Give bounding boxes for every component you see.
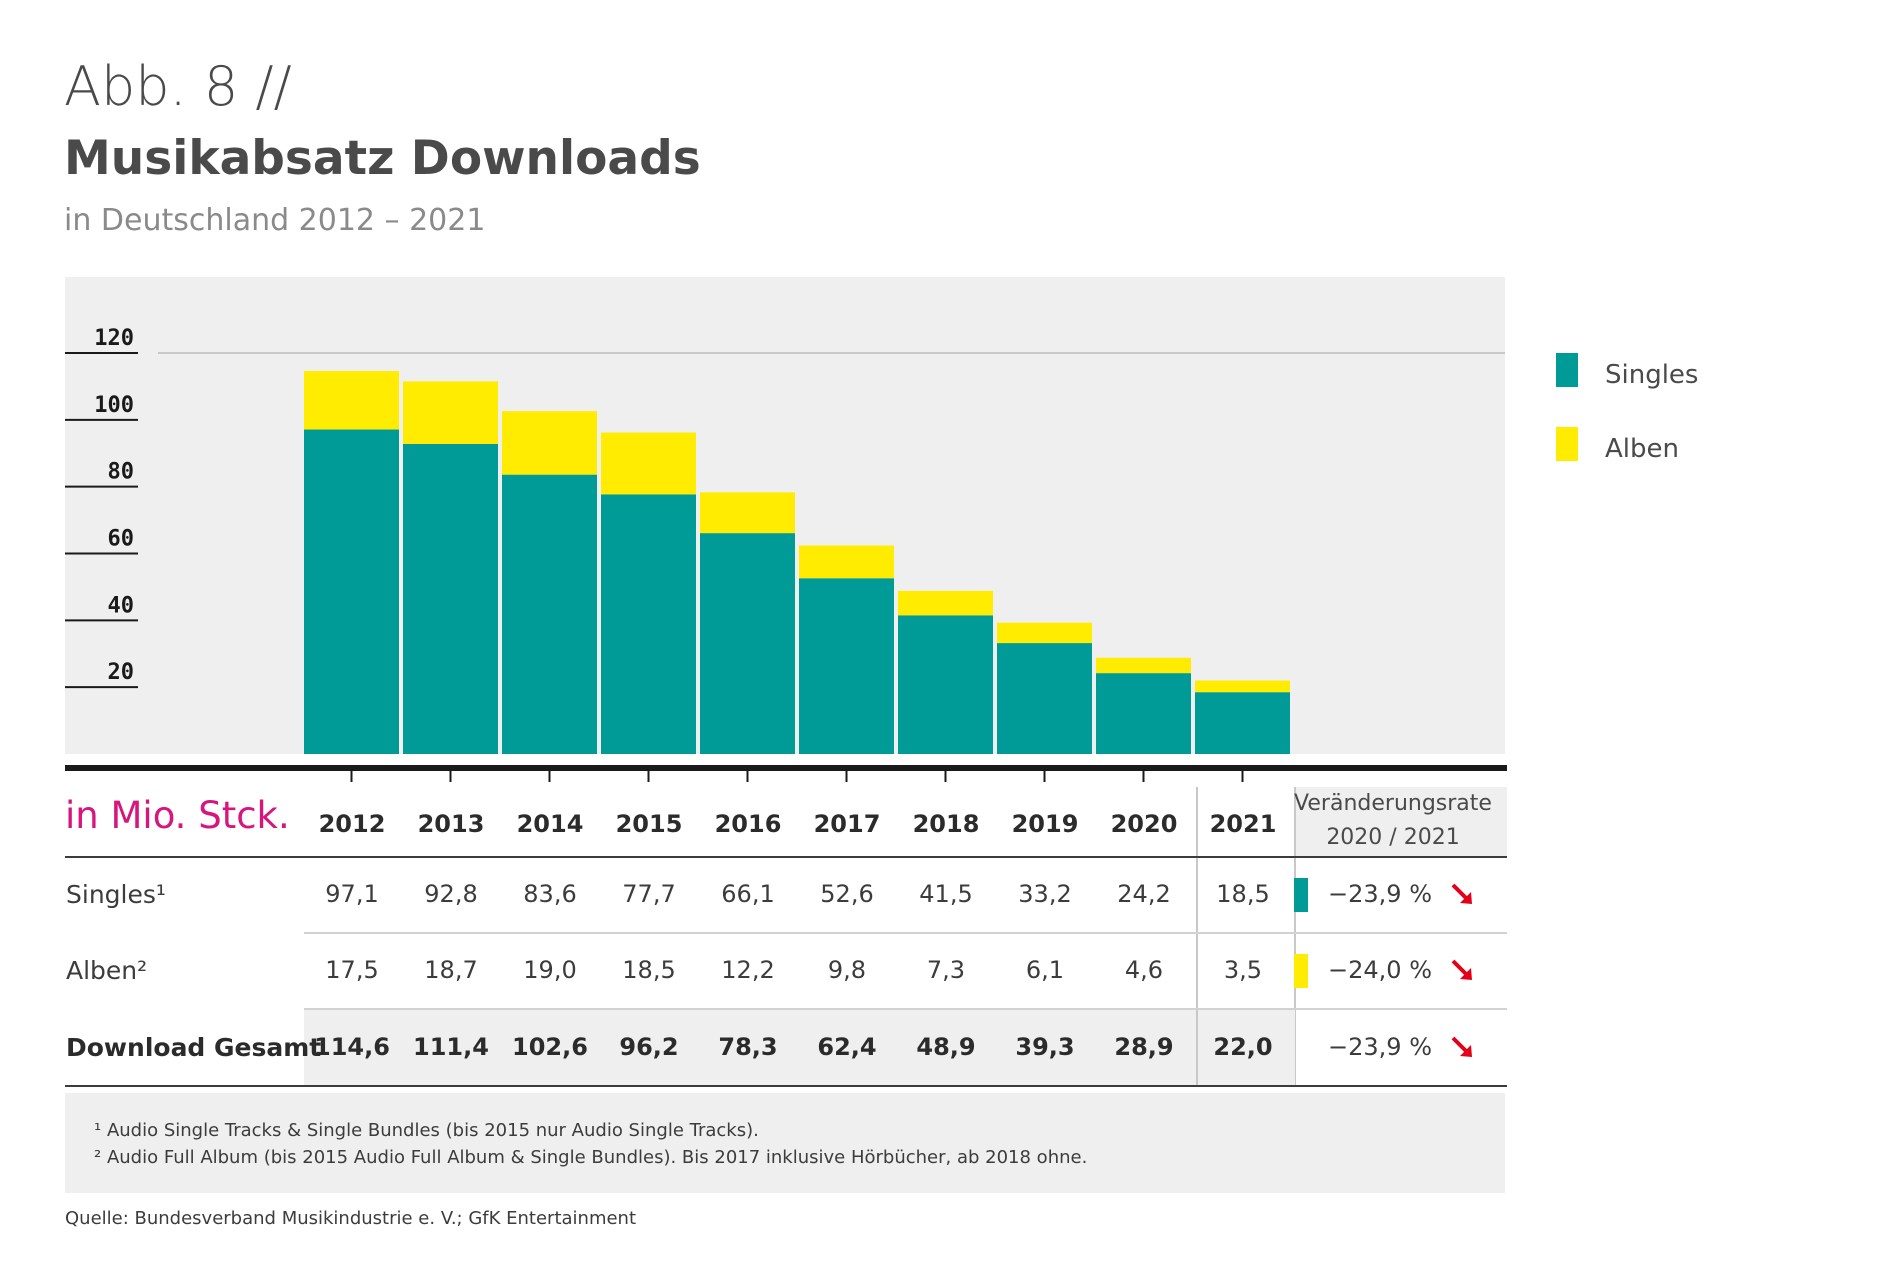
table-cell: 6,1: [1025, 956, 1065, 984]
bar-singles-2017: [799, 578, 894, 754]
rate-marker-singles: [1294, 878, 1308, 912]
rate-marker-alben: [1294, 954, 1308, 988]
legend-swatch-singles: [1556, 353, 1578, 387]
table-cell: 28,9: [1114, 1033, 1174, 1061]
year-header-2015: 2015: [615, 810, 683, 838]
bar-singles-2019: [997, 643, 1092, 754]
footnote-2: ² Audio Full Album (bis 2015 Audio Full …: [94, 1147, 1088, 1168]
y-axis: 120 100 80 60 40 20: [65, 326, 138, 689]
footnote-box: [65, 1093, 1505, 1193]
table-cell: 66,1: [721, 880, 775, 908]
rate-header-line1: Veränderungsrate: [1294, 791, 1492, 816]
year-header-2018: 2018: [912, 810, 980, 838]
year-header-2016: 2016: [714, 810, 782, 838]
bar-singles-2020: [1096, 673, 1191, 754]
bar-alben-2015: [601, 432, 696, 495]
table-cell: 18,5: [1216, 880, 1270, 908]
bar-singles-2012: [304, 429, 399, 754]
row-label-alben: Alben²: [66, 956, 148, 985]
table-cell: 19,0: [523, 956, 577, 984]
year-header-2020: 2020: [1110, 810, 1178, 838]
y-tick-label: 20: [108, 660, 135, 685]
bar-alben-2018: [898, 590, 993, 616]
legend-label-singles: Singles: [1605, 360, 1699, 390]
bar-alben-2017: [799, 545, 894, 579]
bar-singles-2021: [1195, 692, 1290, 754]
table-cell: 114,6: [314, 1033, 390, 1061]
year-header-2012: 2012: [318, 810, 386, 838]
chart-title: Musikabsatz Downloads: [64, 131, 701, 186]
table-cell: 24,2: [1117, 880, 1171, 908]
rate-value-total: −23,9 %: [1328, 1033, 1432, 1061]
table-cell: 7,3: [926, 956, 966, 984]
bar-alben-2021: [1195, 680, 1290, 693]
table-cell: 111,4: [413, 1033, 489, 1061]
table-cell: 102,6: [512, 1033, 588, 1061]
rate-header-line2: 2020 / 2021: [1326, 825, 1460, 850]
table-cell: 77,7: [622, 880, 676, 908]
bar-singles-2015: [601, 494, 696, 754]
down-arrow-icon: [1451, 959, 1472, 980]
table-cell: 96,2: [619, 1033, 679, 1061]
year-header-2021: 2021: [1209, 810, 1277, 838]
bars: [304, 371, 1290, 754]
table-cell: 33,2: [1018, 880, 1072, 908]
unit-label: in Mio. Stck.: [65, 794, 290, 837]
down-arrow-icon: [1451, 1036, 1472, 1057]
figure-label: Abb. 8 //: [64, 55, 292, 118]
table-cell: 12,2: [721, 956, 775, 984]
table-cell: 18,5: [622, 956, 676, 984]
total-row-bg: [304, 1010, 1295, 1086]
year-header-2017: 2017: [813, 810, 881, 838]
table-cell: 9,8: [827, 956, 867, 984]
table-cell: 83,6: [523, 880, 577, 908]
table-cell: 18,7: [424, 956, 478, 984]
legend-label-alben: Alben: [1605, 434, 1679, 464]
year-header-2014: 2014: [516, 810, 584, 838]
table-cell: 22,0: [1213, 1033, 1273, 1061]
source-note: Quelle: Bundesverband Musikindustrie e. …: [65, 1208, 637, 1229]
y-tick-label: 60: [108, 527, 135, 552]
y-tick-label: 40: [108, 593, 135, 618]
table-cell: 52,6: [820, 880, 874, 908]
table-cell: 4,6: [1124, 956, 1164, 984]
table-cell: 41,5: [919, 880, 973, 908]
down-arrow-icon: [1451, 883, 1472, 904]
table-cell: 39,3: [1015, 1033, 1075, 1061]
bar-alben-2014: [502, 411, 597, 475]
y-tick-label: 80: [108, 460, 135, 485]
row-label-singles: Singles¹: [66, 880, 166, 909]
rate-value-alben: −24,0 %: [1328, 956, 1432, 984]
bar-singles-2018: [898, 615, 993, 754]
bar-singles-2014: [502, 474, 597, 754]
table-cell: 92,8: [424, 880, 478, 908]
rate-header-bg: [1295, 787, 1507, 857]
chart-subtitle: in Deutschland 2012 – 2021: [64, 203, 486, 238]
legend-swatch-alben: [1556, 427, 1578, 461]
table-cell: 3,5: [1223, 956, 1263, 984]
chart-canvas: 120 100 80 60 40 20: [65, 277, 1507, 1087]
bar-alben-2019: [997, 622, 1092, 644]
table-cell: 17,5: [325, 956, 379, 984]
rate-header: Veränderungsrate 2020 / 2021: [1290, 787, 1496, 855]
row-label-total: Download Gesamt: [66, 1033, 322, 1062]
table-cell: 97,1: [325, 880, 379, 908]
table-cell: 62,4: [817, 1033, 877, 1061]
y-tick-label: 120: [94, 326, 134, 351]
rate-value-singles: −23,9 %: [1328, 880, 1432, 908]
x-ticks: [350, 768, 1244, 782]
y-tick-label: 100: [94, 393, 134, 418]
table-cell: 78,3: [718, 1033, 778, 1061]
year-header-2019: 2019: [1011, 810, 1079, 838]
bar-alben-2016: [700, 492, 795, 534]
table-cell: 48,9: [916, 1033, 976, 1061]
year-header-2013: 2013: [417, 810, 485, 838]
bar-alben-2013: [403, 381, 498, 444]
bar-singles-2016: [700, 533, 795, 754]
bar-alben-2020: [1096, 657, 1191, 674]
bar-alben-2012: [304, 371, 399, 430]
footnote-1: ¹ Audio Single Tracks & Single Bundles (…: [94, 1120, 759, 1141]
bar-singles-2013: [403, 443, 498, 754]
